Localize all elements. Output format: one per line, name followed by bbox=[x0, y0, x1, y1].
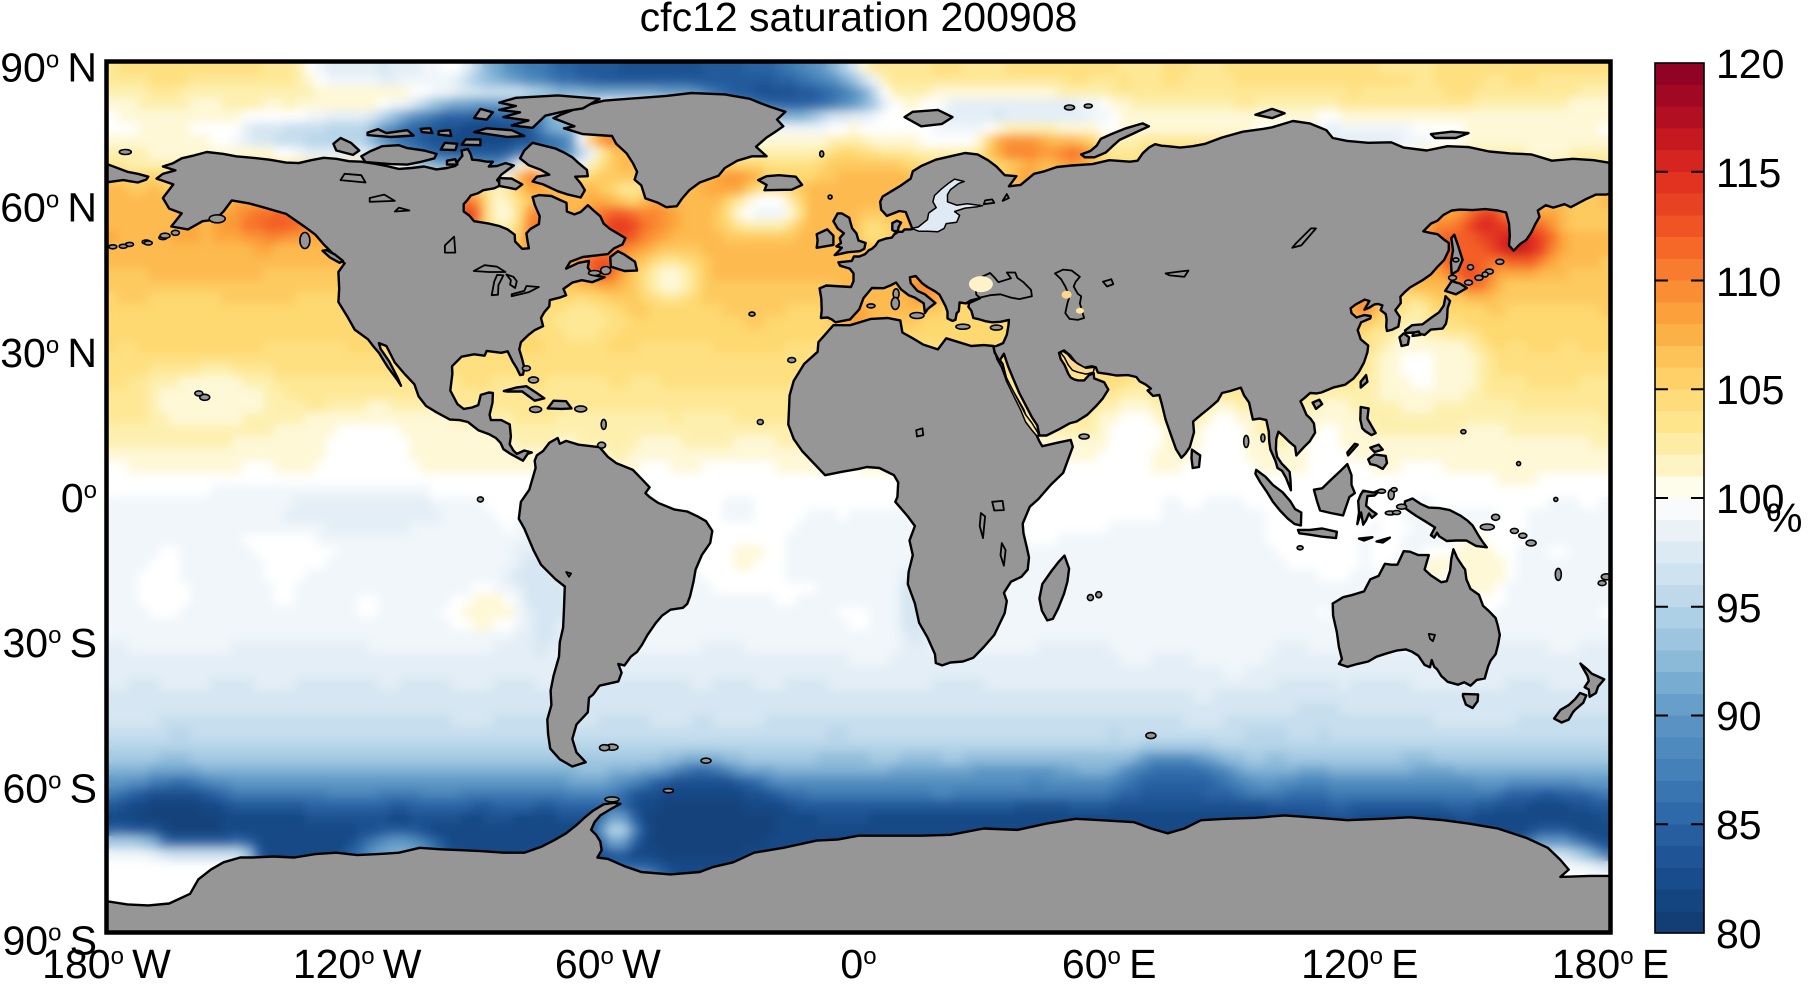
svg-text:100: 100 bbox=[1716, 476, 1784, 522]
svg-text:90: 90 bbox=[1716, 693, 1762, 739]
svg-text:120: 120 bbox=[1716, 41, 1784, 87]
svg-text:115: 115 bbox=[1716, 150, 1781, 196]
svg-text:30o S: 30o S bbox=[2, 620, 97, 666]
svg-text:0o: 0o bbox=[840, 941, 876, 984]
svg-text:80: 80 bbox=[1716, 911, 1762, 957]
svg-text:90o S: 90o S bbox=[2, 918, 97, 964]
svg-text:60o W: 60o W bbox=[555, 941, 661, 984]
svg-text:60o S: 60o S bbox=[2, 765, 97, 811]
svg-text:60o N: 60o N bbox=[0, 185, 97, 231]
svg-text:60o E: 60o E bbox=[1062, 941, 1157, 984]
svg-text:30o N: 30o N bbox=[0, 330, 97, 376]
svg-text:120o W: 120o W bbox=[293, 941, 422, 984]
svg-text:90o N: 90o N bbox=[0, 45, 97, 91]
svg-text:0o: 0o bbox=[61, 475, 97, 521]
svg-text:180o W: 180o W bbox=[42, 941, 171, 984]
svg-text:%: % bbox=[1766, 495, 1802, 541]
svg-text:cfc12 saturation 200908: cfc12 saturation 200908 bbox=[640, 0, 1078, 40]
svg-text:95: 95 bbox=[1716, 585, 1762, 631]
svg-text:110: 110 bbox=[1716, 259, 1781, 305]
svg-text:120o E: 120o E bbox=[1301, 941, 1418, 984]
svg-text:85: 85 bbox=[1716, 802, 1762, 848]
svg-text:105: 105 bbox=[1716, 367, 1784, 413]
svg-text:180o E: 180o E bbox=[1552, 941, 1669, 984]
